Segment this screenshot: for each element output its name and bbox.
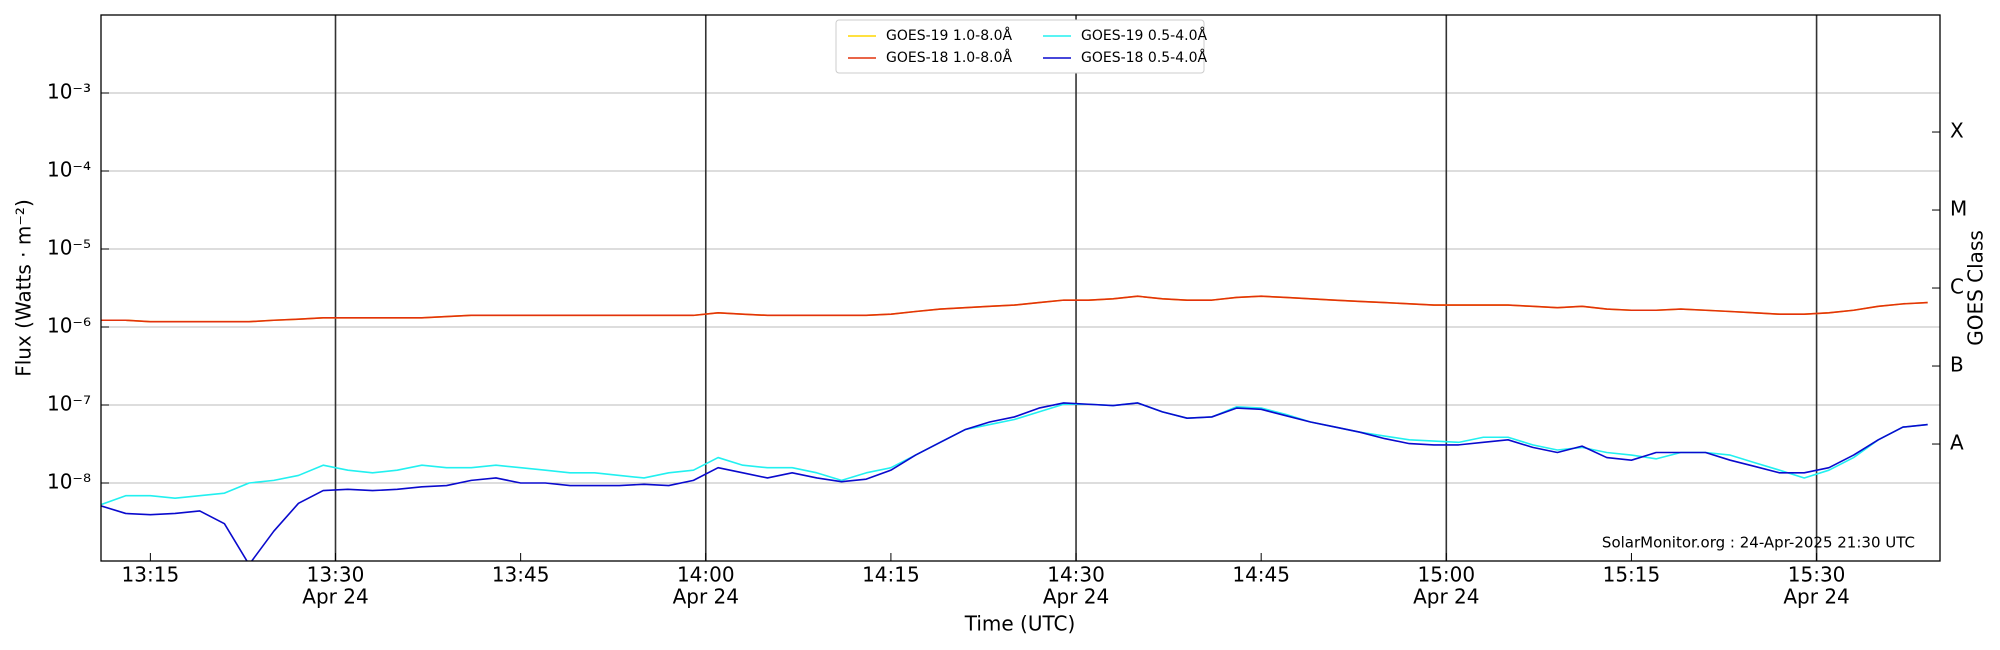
x-tick-sublabel: Apr 24 <box>1783 585 1849 609</box>
legend-box <box>835 19 1205 74</box>
x-tick-sublabel: Apr 24 <box>1413 585 1479 609</box>
x-tick-label: 13:45 <box>492 563 550 587</box>
x-tick-label: 14:15 <box>862 563 920 587</box>
y2-tick-label: B <box>1950 353 1964 377</box>
series-line <box>101 402 1928 561</box>
x-tick-sublabel: Apr 24 <box>1043 585 1109 609</box>
legend-label: GOES-19 0.5-4.0Å <box>1081 27 1207 44</box>
legend-label: GOES-19 1.0-8.0Å <box>886 27 1012 44</box>
y-tick-label: 10⁻⁶ <box>47 314 91 338</box>
legend-label: GOES-18 0.5-4.0Å <box>1081 49 1207 66</box>
series-line <box>101 402 1928 506</box>
y-tick-label: 10⁻⁴ <box>47 158 91 182</box>
x-axis-label: Time (UTC) <box>964 612 1076 636</box>
y-tick-label: 10⁻³ <box>47 80 91 104</box>
y2-tick-label: X <box>1950 119 1964 143</box>
axes-layer: Time (UTC) Flux (Watts · m⁻²) GOES Class… <box>12 14 1988 636</box>
x-tick-label: 14:30 <box>1047 563 1105 587</box>
y-tick-label: 10⁻⁷ <box>47 392 91 416</box>
x-tick-label: 15:30 <box>1788 563 1846 587</box>
x-tick-label: 14:45 <box>1232 563 1290 587</box>
grid-layer <box>101 15 1940 561</box>
x-tick-label: 14:00 <box>677 563 735 587</box>
legend-label: GOES-18 1.0-8.0Å <box>886 49 1012 66</box>
y-tick-label: 10⁻⁸ <box>47 470 91 494</box>
y-tick-label: 10⁻⁵ <box>47 236 91 260</box>
y2-tick-label: M <box>1950 197 1967 221</box>
plot-frame <box>100 14 1941 562</box>
x-tick-label: 15:15 <box>1603 563 1661 587</box>
x-tick-label: 13:15 <box>122 563 180 587</box>
series-line <box>101 295 1928 323</box>
annotation: SolarMonitor.org : 24-Apr-2025 21:30 UTC <box>1602 534 1915 552</box>
y2-tick-label: C <box>1950 275 1964 299</box>
y2-tick-label: A <box>1950 431 1964 455</box>
y2-axis-label: GOES Class <box>1964 230 1988 346</box>
x-tick-label: 13:30 <box>307 563 365 587</box>
x-tick-sublabel: Apr 24 <box>673 585 739 609</box>
lines-layer <box>101 295 1928 561</box>
x-tick-label: 15:00 <box>1417 563 1475 587</box>
x-tick-sublabel: Apr 24 <box>302 585 368 609</box>
y-axis-label: Flux (Watts · m⁻²) <box>12 199 36 377</box>
legend: GOES-19 1.0-8.0Å GOES-18 1.0-8.0Å GOES-19 … <box>835 19 1207 74</box>
